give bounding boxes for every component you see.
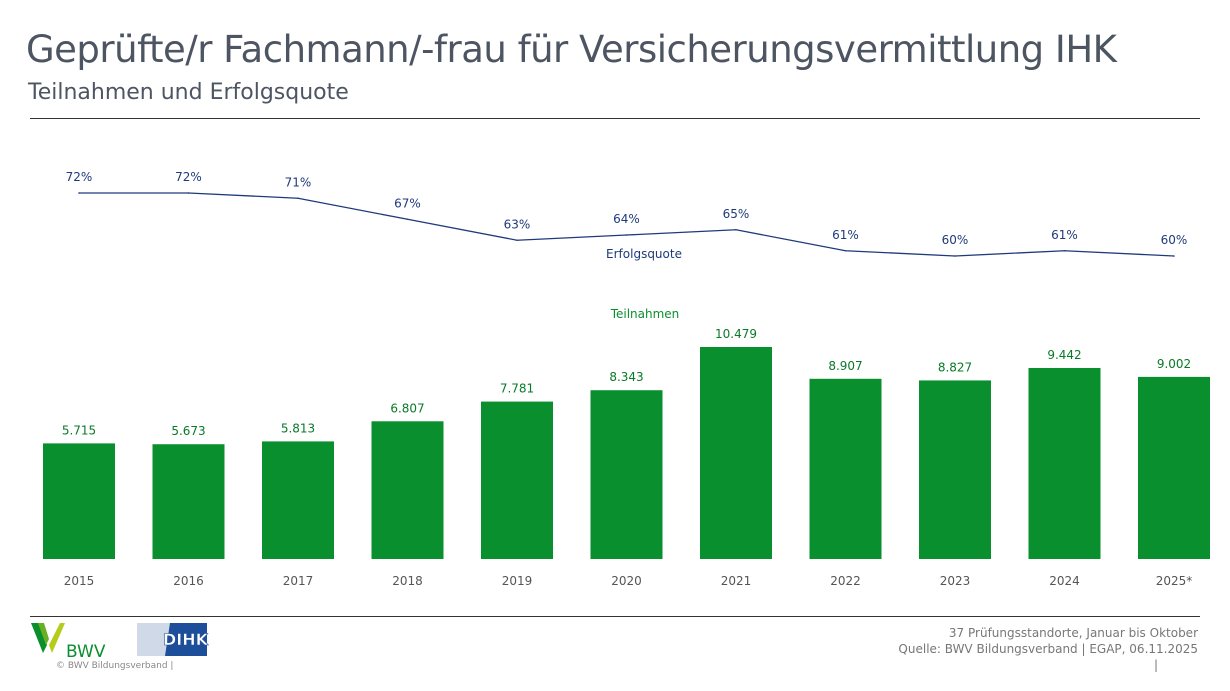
bar-value-label: 9.442 — [1047, 348, 1081, 362]
bar — [262, 441, 334, 559]
line-point — [187, 192, 190, 194]
x-tick-label: 2023 — [940, 574, 971, 588]
page-subtitle: Teilnahmen und Erfolgsquote — [28, 80, 349, 105]
x-tick-label: 2016 — [173, 574, 204, 588]
line-value-label: 61% — [1051, 228, 1078, 242]
bar — [152, 444, 225, 559]
line-value-label: 61% — [832, 228, 859, 242]
bar-value-label: 8.827 — [938, 360, 972, 374]
line-point — [406, 218, 409, 221]
bar — [371, 421, 444, 559]
x-tick-label: 2015 — [64, 574, 95, 588]
bar-value-label: 8.343 — [609, 370, 643, 384]
line-value-label: 67% — [394, 196, 421, 210]
x-tick-label: 2024 — [1049, 574, 1080, 588]
bar — [809, 378, 882, 559]
line-point — [954, 255, 956, 257]
x-tick-label: 2022 — [830, 574, 861, 588]
bar — [919, 380, 991, 559]
copyright: © BWV Bildungsverband | — [56, 661, 174, 671]
line-value-label: 71% — [285, 175, 312, 189]
line-value-label: 63% — [504, 217, 531, 231]
line-point — [1063, 249, 1066, 252]
line-value-label: 72% — [175, 170, 202, 184]
line-value-label: 60% — [942, 233, 969, 247]
line-point — [516, 239, 518, 242]
line-point — [78, 192, 80, 194]
line-point — [735, 228, 737, 231]
line-value-label: 72% — [66, 170, 93, 184]
header-divider — [30, 118, 1200, 119]
x-tick-label: 2019 — [502, 574, 533, 588]
bar — [481, 401, 553, 559]
x-tick-label: 2025* — [1156, 574, 1193, 588]
bwv-logo: BWV DIHK — [31, 623, 209, 662]
series-label-teilnahmen: Teilnahmen — [610, 307, 680, 321]
chart: 5.715 2015 72% 5.673 2016 72% 5.813 2017 71% 6.80… — [43, 170, 1210, 588]
bar-value-label: 9.002 — [1157, 357, 1191, 371]
bar-value-label: 5.715 — [62, 423, 96, 437]
footer-pipe: | — [1153, 658, 1158, 672]
dihk-logo-text: DIHK — [163, 630, 209, 649]
footer-source-text: Quelle: BWV Bildungsverband | EGAP, 06.1… — [898, 642, 1198, 656]
bwv-logo-text: BWV — [66, 642, 106, 662]
bar-value-label: 5.813 — [281, 421, 315, 435]
line-value-label: 64% — [613, 212, 640, 226]
x-tick-label: 2018 — [392, 574, 423, 588]
bar-value-label: 6.807 — [390, 401, 424, 415]
bar — [700, 347, 772, 559]
series-label-erfolgsquote: Erfolgsquote — [606, 247, 682, 261]
bar-value-label: 8.907 — [828, 359, 862, 373]
bar-value-label: 5.673 — [171, 424, 205, 438]
bar — [1028, 367, 1101, 559]
page-title: Geprüfte/r Fachmann/-frau für Versicheru… — [26, 28, 1117, 71]
line-point — [625, 234, 628, 236]
x-tick-label: 2017 — [283, 574, 314, 588]
x-tick-label: 2021 — [721, 574, 752, 588]
bar-value-label: 7.781 — [500, 382, 534, 396]
bar — [590, 390, 663, 559]
bar — [43, 443, 115, 559]
footer-source: 37 Prüfungsstandorte, Januar bis Oktober… — [898, 625, 1198, 673]
line-point — [297, 197, 299, 200]
line-value-label: 60% — [1161, 233, 1188, 247]
line-point — [844, 249, 847, 252]
line-value-label: 65% — [723, 207, 750, 221]
line-point — [1173, 255, 1175, 257]
footer-logos: BWV DIHK — [30, 623, 230, 667]
bar-value-label: 10.479 — [715, 327, 757, 341]
x-tick-label: 2020 — [611, 574, 642, 588]
bar — [1138, 376, 1210, 559]
footer-divider — [30, 616, 1200, 617]
footer-note: 37 Prüfungsstandorte, Januar bis Oktober — [948, 626, 1198, 640]
